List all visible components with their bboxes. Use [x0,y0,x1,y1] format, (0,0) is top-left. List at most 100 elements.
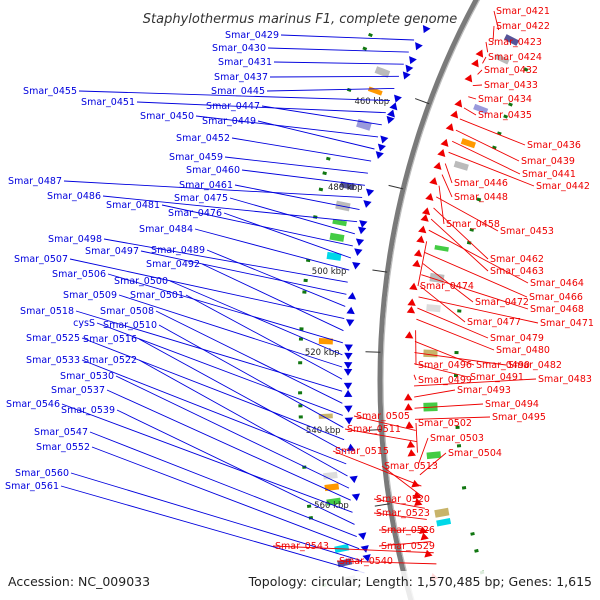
gene-box [523,67,529,72]
tick-mark [374,503,390,507]
gene-box [329,232,345,242]
gene-arrow [407,449,416,457]
tick-label: 540 kbp [306,426,341,436]
right-label-leader [332,450,422,487]
right-gene-label: Smar_0442 [536,181,590,192]
gene-box [494,53,510,65]
left-gene-label: Smar_0547 [34,427,88,438]
right-label-leader [485,41,489,53]
left-label-leader [201,263,344,332]
left-gene-label: Smar_0481 [106,200,160,211]
right-gene-label: Smar_0503 [430,433,484,444]
left-gene-label: Smar_0510 [103,320,157,331]
left-label-leader [75,310,343,392]
right-label-leader [417,307,489,339]
left-label-leader [269,75,399,78]
gene-box [337,558,353,568]
gene-arrow [360,545,369,553]
tick-mark [372,269,388,273]
left-gene-label: Smar_0461 [179,180,233,191]
right-label-leader [417,241,428,287]
gene-box [306,504,312,509]
left-gene-label: Smar_0552 [36,442,90,453]
left-gene-label: Smar_0430 [212,43,266,54]
gene-arrow [344,344,353,352]
right-label-leader [378,529,429,531]
right-label-leader [414,403,484,409]
right-label-leader [414,416,491,420]
right-gene-label: Smar_0448 [454,192,508,203]
right-label-leader [373,498,425,509]
gene-arrow [420,532,429,541]
left-label-leader [116,409,355,525]
right-gene-label: Smar_0471 [540,318,594,329]
right-label-leader [336,560,437,565]
gene-arrow [362,554,371,562]
gene-arrow [405,421,414,429]
right-label-leader [477,69,483,75]
summary-text: Topology: circular; Length: 1,570,485 bp… [248,574,592,589]
right-gene-label: Smar_0458 [446,219,500,230]
right-gene-label: Smar_0474 [420,281,474,292]
left-gene-label: Smar_0506 [52,269,106,280]
gene-box [346,87,352,92]
gene-box [339,181,355,191]
right-label-leader [353,415,416,431]
right-gene-label: Smar_0435 [478,110,532,121]
right-gene-label: Smar_0490 [476,360,530,371]
tick-label: 460 kbp [354,97,389,107]
left-label-leader [231,137,372,162]
gene-box [469,227,475,232]
right-gene-label: Smar_0513 [384,461,438,472]
right-gene-label: Smar_0480 [496,345,550,356]
tick-label: 560 kbp [314,501,349,511]
right-gene-label: Smar_0523 [376,508,430,519]
gene-box [322,171,327,176]
right-gene-label: Smar_0446 [454,178,508,189]
gene-arrow [404,393,413,401]
left-gene-label: Smar_0560 [15,468,69,479]
right-gene-label: Smar_0424 [488,52,542,63]
gene-box [318,187,324,192]
left-gene-label: Smar_0445 [211,86,265,97]
gene-box [298,404,303,408]
right-label-leader [414,352,507,366]
gene-arrow [437,149,446,157]
left-gene-label: Smar_0507 [14,254,68,265]
gene-arrow [406,440,416,448]
gene-box [454,351,459,355]
right-label-leader [413,378,537,387]
gene-box [436,517,452,527]
left-gene-label: Smar_0460 [186,165,240,176]
right-gene-label: Smar_0520 [376,494,430,505]
right-gene-label: Smar_0432 [484,65,538,76]
right-label-leader [422,263,474,303]
gene-arrow [424,549,433,558]
gene-arrow [402,71,411,80]
left-label-leader [102,195,358,223]
gene-box [461,486,467,490]
right-gene-label: Smar_0526 [381,525,435,536]
gene-box [508,102,513,107]
gene-box [318,413,333,419]
left-gene-label: Smar_0497 [85,246,139,257]
left-label-leader [224,156,368,174]
left-label-leader [81,337,345,441]
gene-arrow [471,59,479,68]
left-gene-label: Smar_0486 [47,191,101,202]
left-gene-label: Smar_0452 [176,133,230,144]
gene-box [332,218,347,227]
gene-box [423,349,438,358]
right-label-leader [472,84,483,87]
right-gene-label: Smar_0482 [508,360,562,371]
right-label-leader [433,207,489,260]
right-label-leader [419,452,447,476]
right-label-leader [414,389,456,398]
gene-arrow [344,417,354,425]
right-label-leader [418,296,539,324]
right-gene-label: Smar_0422 [496,21,550,32]
tick-mark [365,351,381,353]
gene-arrow [351,493,361,502]
gene-box [299,327,304,331]
gene-box [426,451,442,460]
